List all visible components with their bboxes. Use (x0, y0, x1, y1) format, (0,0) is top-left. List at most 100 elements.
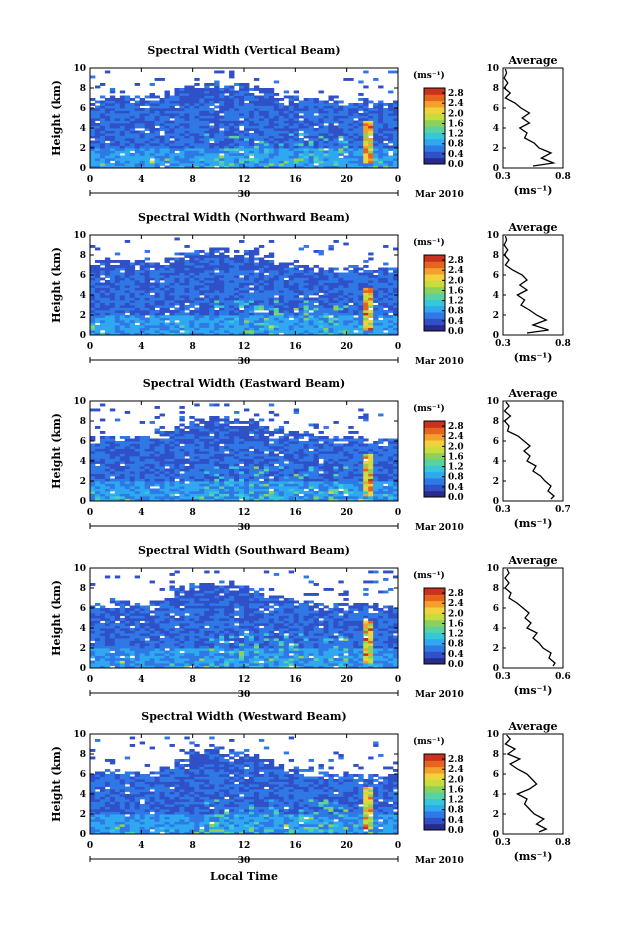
heatmap-cell (104, 160, 111, 164)
heatmap-cell (328, 290, 334, 293)
heatmap-cell (214, 90, 220, 94)
heatmap-cell (248, 125, 255, 129)
heatmap-cell (273, 312, 280, 316)
heatmap-cell (219, 327, 225, 331)
heatmap-cell (368, 320, 374, 323)
y-tick-label: 6 (80, 271, 86, 281)
heatmap-cell (388, 70, 394, 74)
heatmap-cell (373, 277, 379, 281)
heatmap-cell (318, 123, 324, 126)
heatmap-cell (348, 287, 354, 291)
heatmap-cell (224, 85, 230, 89)
heatmap-cell (104, 436, 111, 439)
heatmap-cell (248, 451, 255, 454)
heatmap-cell (169, 332, 175, 336)
heatmap-cell (219, 247, 225, 251)
heatmap-cell (189, 421, 195, 424)
heatmap-cell (244, 317, 250, 321)
heatmap-cell (194, 110, 200, 114)
heatmap-cell (154, 476, 160, 479)
heatmap-cell (204, 421, 210, 424)
heatmap-cell (159, 123, 165, 126)
heatmap-cell (209, 150, 215, 154)
heatmap-cell (293, 143, 300, 146)
heatmap-cell (363, 70, 369, 74)
heatmap-cell (179, 438, 185, 442)
heatmap-cell (149, 443, 155, 447)
heatmap-cell (353, 113, 359, 116)
heatmap-cell (194, 488, 200, 492)
heatmap-cell (214, 260, 220, 263)
heatmap-cell (363, 130, 369, 134)
heatmap-cell (90, 486, 96, 489)
heatmap-cell (90, 120, 96, 124)
heatmap-cell (263, 307, 270, 311)
heatmap-cell (263, 133, 270, 136)
heatmap-cell (373, 332, 379, 336)
heatmap-cell (288, 433, 295, 437)
heatmap-cell (234, 143, 240, 146)
heatmap-cell (253, 433, 260, 437)
heatmap-cell (348, 317, 354, 321)
heatmap-cell (388, 310, 394, 313)
heatmap-cell (244, 488, 250, 492)
heatmap-cell (248, 295, 255, 298)
heatmap-cell (333, 133, 339, 136)
heatmap-cell (258, 483, 265, 487)
heatmap-cell (343, 133, 349, 136)
heatmap-cell (194, 165, 200, 169)
heatmap-cell (124, 128, 131, 131)
heatmap-cell (219, 282, 225, 286)
heatmap-cell (239, 295, 245, 298)
heatmap-cell (149, 133, 155, 136)
heatmap-cell (90, 155, 96, 159)
heatmap-cell (268, 325, 275, 328)
heatmap-cell (209, 272, 215, 276)
heatmap-cell (214, 403, 220, 407)
heatmap-cell (268, 486, 275, 489)
heatmap-cell (199, 481, 205, 484)
heatmap-cell (278, 155, 285, 159)
heatmap-cell (224, 300, 230, 303)
heatmap-cell (184, 272, 190, 276)
heatmap-cell (229, 118, 235, 121)
heatmap-cell (164, 285, 170, 288)
heatmap-cell (378, 108, 384, 111)
heatmap-cell (393, 287, 399, 291)
heatmap-cell (283, 155, 290, 159)
heatmap-cell (149, 143, 155, 146)
heatmap-cell (114, 260, 121, 263)
heatmap-cell (263, 453, 270, 457)
average-x-tick-label: 0.8 (555, 172, 571, 182)
heatmap-cell (258, 277, 265, 281)
heatmap-cell (224, 478, 230, 482)
heatmap-cell (134, 295, 141, 298)
heatmap-cell (129, 108, 136, 111)
heatmap-cell (99, 322, 106, 326)
heatmap-cell (253, 305, 260, 308)
heatmap-cell (164, 290, 170, 293)
heatmap-cell (134, 153, 141, 156)
heatmap-cell (323, 315, 329, 318)
heatmap-cell (214, 265, 220, 268)
heatmap-cell (338, 140, 344, 144)
heatmap-cell (90, 292, 96, 296)
heatmap-cell (303, 133, 309, 136)
heatmap-cell (129, 312, 136, 316)
heatmap-cell (179, 453, 185, 457)
heatmap-cell (144, 310, 151, 313)
heatmap-cell (224, 312, 230, 316)
heatmap-cell (393, 128, 399, 131)
heatmap-cell (194, 431, 200, 434)
heatmap-cell (139, 320, 146, 323)
heatmap-cell (258, 113, 265, 116)
heatmap-cell (358, 103, 364, 106)
heatmap-cell (174, 118, 180, 121)
heatmap-cell (234, 456, 240, 459)
heatmap-cell (353, 300, 359, 303)
heatmap-cell (154, 302, 160, 306)
heatmap-cell (90, 476, 96, 479)
heatmap-cell (104, 260, 111, 263)
heatmap-cell (154, 481, 160, 484)
heatmap-cell (159, 272, 165, 276)
